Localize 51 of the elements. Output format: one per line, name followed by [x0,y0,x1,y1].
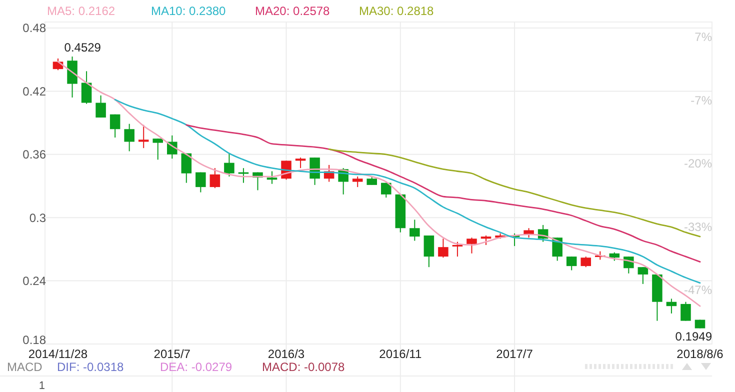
candlestick [152,138,164,160]
text: MA5: 0.2162 [47,4,116,18]
x-tick-label: 2016/11 [379,347,422,361]
candlestick [96,94,106,118]
text: 1 [38,380,45,392]
candlestick [124,123,134,152]
candlestick [580,256,592,268]
text: MA20: 0.2578 [255,4,330,18]
candlestick [380,182,392,198]
candlestick [81,70,92,104]
candlestick [196,172,206,193]
x-tick-label: 2017/7 [496,347,534,361]
candlestick [410,219,420,242]
candlestick [181,152,192,184]
annotation: 0.4529 [64,40,102,55]
candlestick [295,157,306,169]
annotation: 0.1949 [675,329,712,344]
text: DIF: -0.0318 [57,360,124,374]
candlestick [566,256,577,271]
text: MA10: 0.2380 [151,4,226,18]
candlestick [352,176,363,188]
text: MACD: -0.0078 [262,360,346,374]
candlestick [680,301,691,322]
candlestick [424,235,434,268]
candlestick [138,124,149,149]
y-tick-label: 0.18 [22,333,46,348]
y-tick-label: 0.42 [22,84,46,98]
candlestick [466,237,477,254]
candlestick [638,266,648,284]
candlestick [110,114,120,138]
y-tick-label: 0.36 [22,148,46,162]
x-tick-label: 2016/3 [268,347,305,361]
candlestick [524,228,534,238]
candlestick [224,152,234,178]
y-tick-label: 0.48 [22,21,46,36]
text: MACD [7,360,43,374]
candlestick [238,168,249,184]
text: MA30: 0.2818 [359,4,434,18]
candlestick [666,298,677,314]
candlestick [67,56,78,98]
y-tick-label: 0.24 [22,274,46,288]
text: DEA: -0.0279 [160,360,232,374]
x-tick-label: 2015/7 [154,347,191,361]
candlestick [266,170,278,184]
x-tick-label: 2014/11/28 [28,347,88,361]
candlestick [438,238,448,258]
x-tick-label: 2018/8/6 [676,347,724,361]
candlestick [452,241,463,258]
candlestick [210,168,220,189]
y-tick-label: 0.3 [29,210,46,225]
candlestick [480,235,492,246]
